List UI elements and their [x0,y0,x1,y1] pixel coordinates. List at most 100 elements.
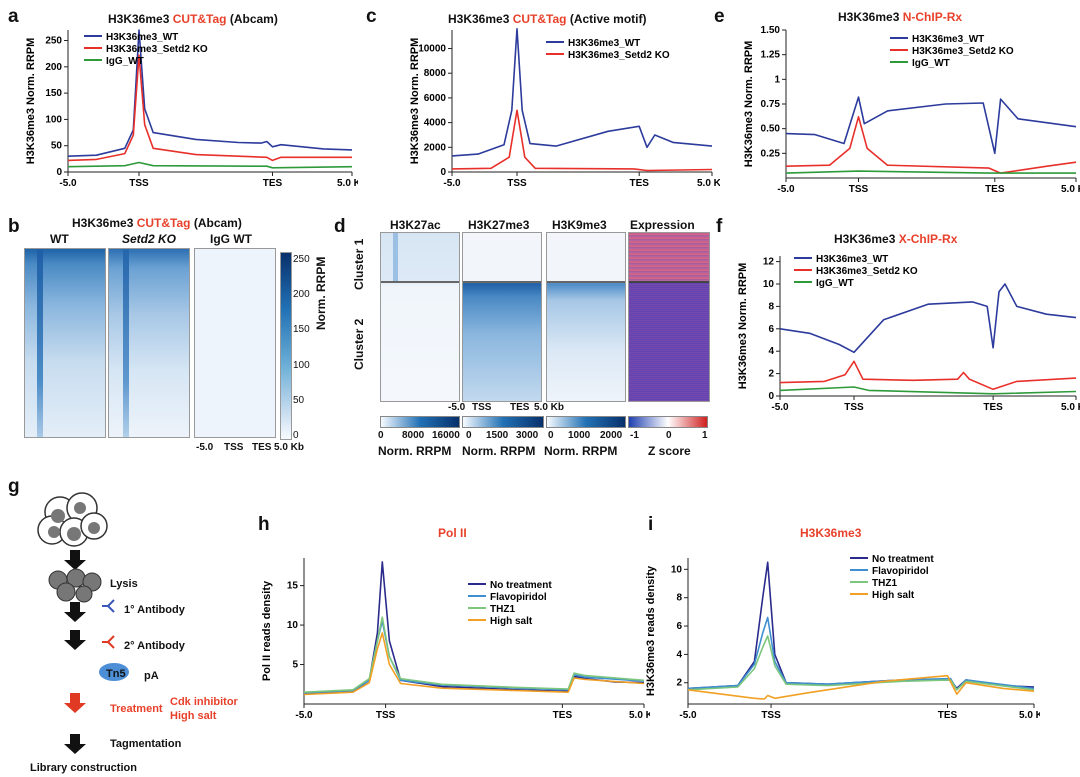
x-tick-label: TES [985,184,1005,195]
y-tick-label: 4 [768,346,774,357]
x-tick-label: -5.0 [771,402,789,413]
y-axis-label: H3K36me3 Norm. RRPM [25,38,37,165]
legend-label: H3K36me3_Setd2 KO [816,266,918,277]
line-chart-i: 2 4 6 8 10 -5.0 TSS TES 5.0 Kb H3K36me3 reads den… [646,554,1040,721]
x-tick-label: TSS [844,402,864,413]
series-line-thz1 [303,616,645,693]
series-line-wt [779,283,1077,354]
series-line-ko [67,54,352,162]
y-tick-label: 2 [768,369,774,380]
y-tick-label: 10 [671,564,683,575]
x-tick-label: 5.0 Kb [337,178,358,189]
x-tick-label: TSS [849,184,869,195]
chart-title-a: H3K36me3 CUT&Tag (Abcam) [108,12,278,26]
y-axis-label: Pol II reads density [261,580,273,681]
heatmap-title-b: H3K36me3 CUT&Tag (Abcam) [72,216,242,230]
line-chart-c: 0 2000 4000 6000 8000 10000 -5.0 TSS TES 5.0 Kb H3… [409,28,720,189]
x-tick-label: TSS [376,710,396,721]
colorbar-d-2 [462,416,544,428]
series-line-wt [67,29,353,157]
y-tick-label: 4000 [424,118,447,129]
y-tick-label: 8000 [424,68,447,79]
series-line-ko [779,360,1077,391]
heatmap-h3k27ac [380,232,460,402]
panel-label-d: d [334,216,346,237]
legend-label: H3K36me3_WT [912,34,984,45]
colorbar-d-4 [628,416,708,428]
legend-label: H3K36me3_WT [816,254,888,265]
x-tick-label: TSS [129,178,149,189]
series-line-salt [303,632,645,696]
colorbar-label-b: Norm. RRPM [314,256,328,330]
heatmap-h3k9me3 [546,232,626,402]
x-tick-label: 5.0 Kb [629,710,650,721]
heatmap-ko [108,248,190,438]
series-line-flavo [303,620,645,694]
line-chart-f: 0 2 4 6 8 10 12 -5.0 TSS TES 5.0 Kb H3K36me3 Norm. … [737,254,1080,413]
y-tick-label: 0 [768,391,774,402]
series-line-igg [785,170,1076,174]
y-tick-label: 1.25 [761,50,781,61]
y-axis-label: H3K36me3 Norm. RRPM [409,38,421,165]
nuclei-icon [48,568,102,603]
legend-label: High salt [490,616,533,627]
legend-label: THZ1 [490,604,515,615]
heatmap-igg [194,248,276,438]
colorbar-b [280,252,292,440]
legend-label: Flavopiridol [872,566,929,577]
heatmap-h3k27me3 [462,232,542,402]
y-axis-label: H3K36me3 Norm. RRPM [743,41,755,168]
y-tick-label: 1.50 [761,25,781,36]
panel-label-i: i [648,514,654,535]
line-chart-h: 5 10 15 -5.0 TSS TES 5.0 Kb Pol II reads densit… [261,558,650,721]
panel-label-b: b [8,216,20,237]
x-tick-label: 5.0 Kb [1019,710,1040,721]
legend-label: H3K36me3_WT [106,32,178,43]
y-tick-label: 100 [45,114,62,125]
legend-label: No treatment [872,554,934,565]
y-tick-label: 10000 [418,44,446,55]
y-tick-label: 8 [676,593,682,604]
heatmap-expression [628,232,710,402]
legend-label: H3K36me3_Setd2 KO [106,44,208,55]
x-tick-label: -5.0 [59,178,77,189]
y-tick-label: 6000 [424,93,447,104]
y-tick-label: 6 [768,324,774,335]
workflow-diagram [37,492,129,754]
line-chart-a: 0 50 100 150 200 250 -5.0 TSS TES 5.0 Kb H3K36me3 … [25,29,358,189]
chart-title-h: Pol II [438,526,467,540]
legend-label: IgG_WT [816,278,854,289]
series-line-flavo [687,616,1035,691]
legend-label: H3K36me3_WT [568,38,640,49]
x-tick-label: TES [938,710,958,721]
y-tick-label: 0 [440,167,446,178]
colorbar-d-3 [546,416,626,428]
y-tick-label: 10 [287,620,299,631]
series-line-ko [785,116,1077,174]
x-tick-label: TES [629,178,649,189]
row-label-cluster2: Cluster 2 [352,318,366,370]
x-tick-label: 5.0 Kb [1061,402,1080,413]
series-line-igg [779,386,1077,395]
secondary-antibody-icon [102,635,115,649]
y-axis-label: H3K36me3 reads density [646,565,657,696]
x-tick-label: -5.0 [679,710,697,721]
series-line-ko [451,109,713,172]
legend-label: IgG_WT [106,56,144,67]
y-tick-label: 12 [763,257,775,268]
tn5-icon [99,663,129,681]
chart-title-c: H3K36me3 CUT&Tag (Active motif) [448,12,647,26]
y-tick-label: 2000 [424,142,447,153]
x-tick-label: TSS [761,710,781,721]
arrow-icons [64,550,86,754]
legend-label: H3K36me3_Setd2 KO [568,50,670,61]
y-tick-label: 5 [292,660,298,671]
series-line-wt [785,96,1077,155]
line-chart-e: 0.25 0.50 0.75 1 1.25 1.50 -5.0 TSS TES 5.0 Kb H3K… [743,25,1080,195]
row-label-cluster1: Cluster 1 [352,238,366,290]
legend-label: Flavopiridol [490,592,547,603]
panel-label-f: f [716,216,723,237]
